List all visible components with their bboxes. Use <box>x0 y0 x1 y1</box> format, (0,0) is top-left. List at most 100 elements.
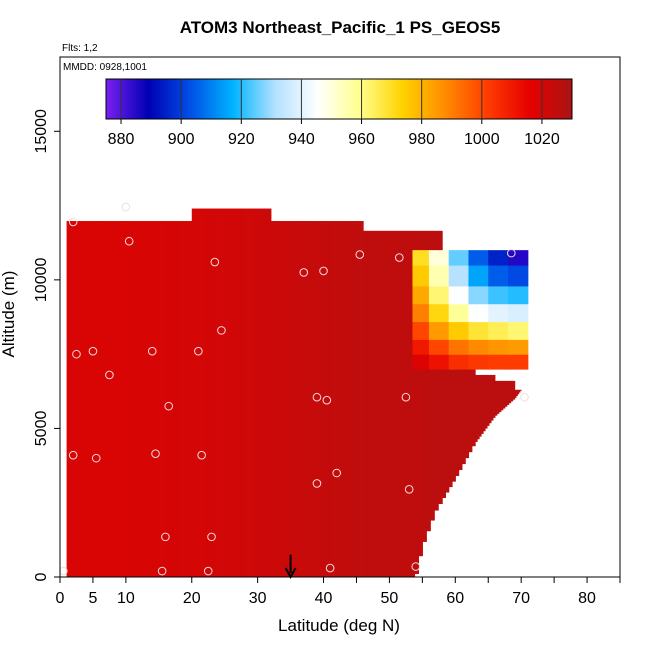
profile-cell <box>468 303 489 323</box>
sample-point <box>207 532 216 542</box>
field-cell <box>307 221 311 577</box>
sample-point <box>506 248 516 258</box>
profile-cell <box>412 285 430 305</box>
field-cell <box>475 374 478 442</box>
field-cell <box>356 221 361 577</box>
field-cell <box>196 208 202 578</box>
sample-point <box>68 450 78 460</box>
profile-cell <box>508 250 529 266</box>
field-cell <box>320 221 325 577</box>
profile-cell <box>448 285 470 305</box>
field-cell <box>398 230 404 578</box>
x-tick-label: 40 <box>315 590 333 607</box>
field-cell <box>512 380 516 400</box>
field-cell <box>323 221 328 577</box>
sample-point <box>394 253 404 262</box>
field-cell <box>178 221 186 577</box>
field-cell <box>418 230 423 557</box>
field-cell <box>488 374 492 424</box>
chart-title: ATOM3 Northeast_Pacific_1 PS_GEOS5 <box>180 18 501 37</box>
y-tick-label: 5000 <box>33 411 50 447</box>
field-cell <box>482 374 486 432</box>
profile-cell <box>448 250 470 266</box>
field-cell <box>480 374 484 434</box>
profile-cell <box>508 303 529 323</box>
field-cell <box>330 221 335 577</box>
field-cell <box>458 369 463 471</box>
field-cell <box>333 221 338 577</box>
field-cell <box>336 221 341 577</box>
field-cell <box>278 221 282 577</box>
field-cell <box>349 221 354 577</box>
profile-cell <box>428 354 450 370</box>
colorbar-tick-label: 1020 <box>524 131 560 148</box>
field-cell <box>260 208 265 578</box>
sample-point <box>68 217 78 227</box>
colorbar-tick-label: 1000 <box>464 131 500 148</box>
sample-point <box>203 566 213 576</box>
field-cell <box>241 208 246 578</box>
profile-cell <box>412 303 430 323</box>
profile-cell <box>468 354 489 370</box>
sample-point <box>299 268 309 277</box>
field-cell <box>276 221 280 577</box>
field-cell <box>494 380 498 416</box>
field-cell <box>125 221 134 577</box>
sample-point <box>58 566 68 576</box>
field-cell <box>346 221 351 577</box>
field-cell <box>244 208 249 578</box>
field-cell <box>300 221 305 577</box>
profile-cell <box>428 321 450 340</box>
x-tick-label: 10 <box>117 590 135 607</box>
field-cell <box>498 380 502 413</box>
colorbar-tick-label: 960 <box>348 131 375 148</box>
x-tick-label: 70 <box>512 590 530 607</box>
field-cell <box>247 208 252 578</box>
profile-cell <box>428 339 450 355</box>
field-cell <box>224 208 230 578</box>
profile-cell <box>488 321 509 340</box>
field-cell <box>477 374 480 440</box>
field-cell <box>152 221 160 577</box>
field-cell <box>326 221 331 577</box>
field-cell <box>517 389 520 395</box>
profile-cell <box>488 354 509 370</box>
field-cell <box>353 221 358 577</box>
field-cell <box>264 208 269 578</box>
field-cell <box>479 374 482 437</box>
sample-point <box>161 532 170 542</box>
field-cell <box>422 230 427 542</box>
pressure-field <box>66 208 522 578</box>
field-cell <box>191 208 197 578</box>
field-cell <box>96 221 103 577</box>
profile-cell <box>468 321 489 340</box>
field-cell <box>284 221 288 577</box>
profile-cell <box>412 354 430 370</box>
profile-cell <box>508 285 529 305</box>
field-cell <box>386 230 392 578</box>
x-tick-label: 80 <box>578 590 596 607</box>
plot-area <box>58 202 529 580</box>
field-cell <box>172 221 180 577</box>
field-cell <box>219 208 225 578</box>
field-cell <box>294 221 298 577</box>
field-cell <box>445 369 450 493</box>
field-cell <box>414 230 419 575</box>
x-axis: 0 5 10 20 30 40 50 60 70 80 <box>56 577 621 607</box>
field-cell <box>484 374 488 429</box>
field-cell <box>510 380 514 402</box>
field-cell <box>496 380 500 414</box>
x-tick-label: 50 <box>381 590 399 607</box>
field-cell <box>165 221 173 577</box>
field-cell <box>251 208 255 578</box>
field-cell <box>468 369 473 453</box>
sample-point <box>124 236 134 246</box>
field-cell <box>237 208 242 578</box>
field-cell <box>257 208 262 578</box>
field-cell <box>291 221 296 577</box>
field-cell <box>442 369 447 499</box>
sample-point <box>88 346 98 356</box>
sample-point <box>72 349 81 359</box>
profile-cell <box>488 339 509 355</box>
field-cell <box>515 389 518 397</box>
